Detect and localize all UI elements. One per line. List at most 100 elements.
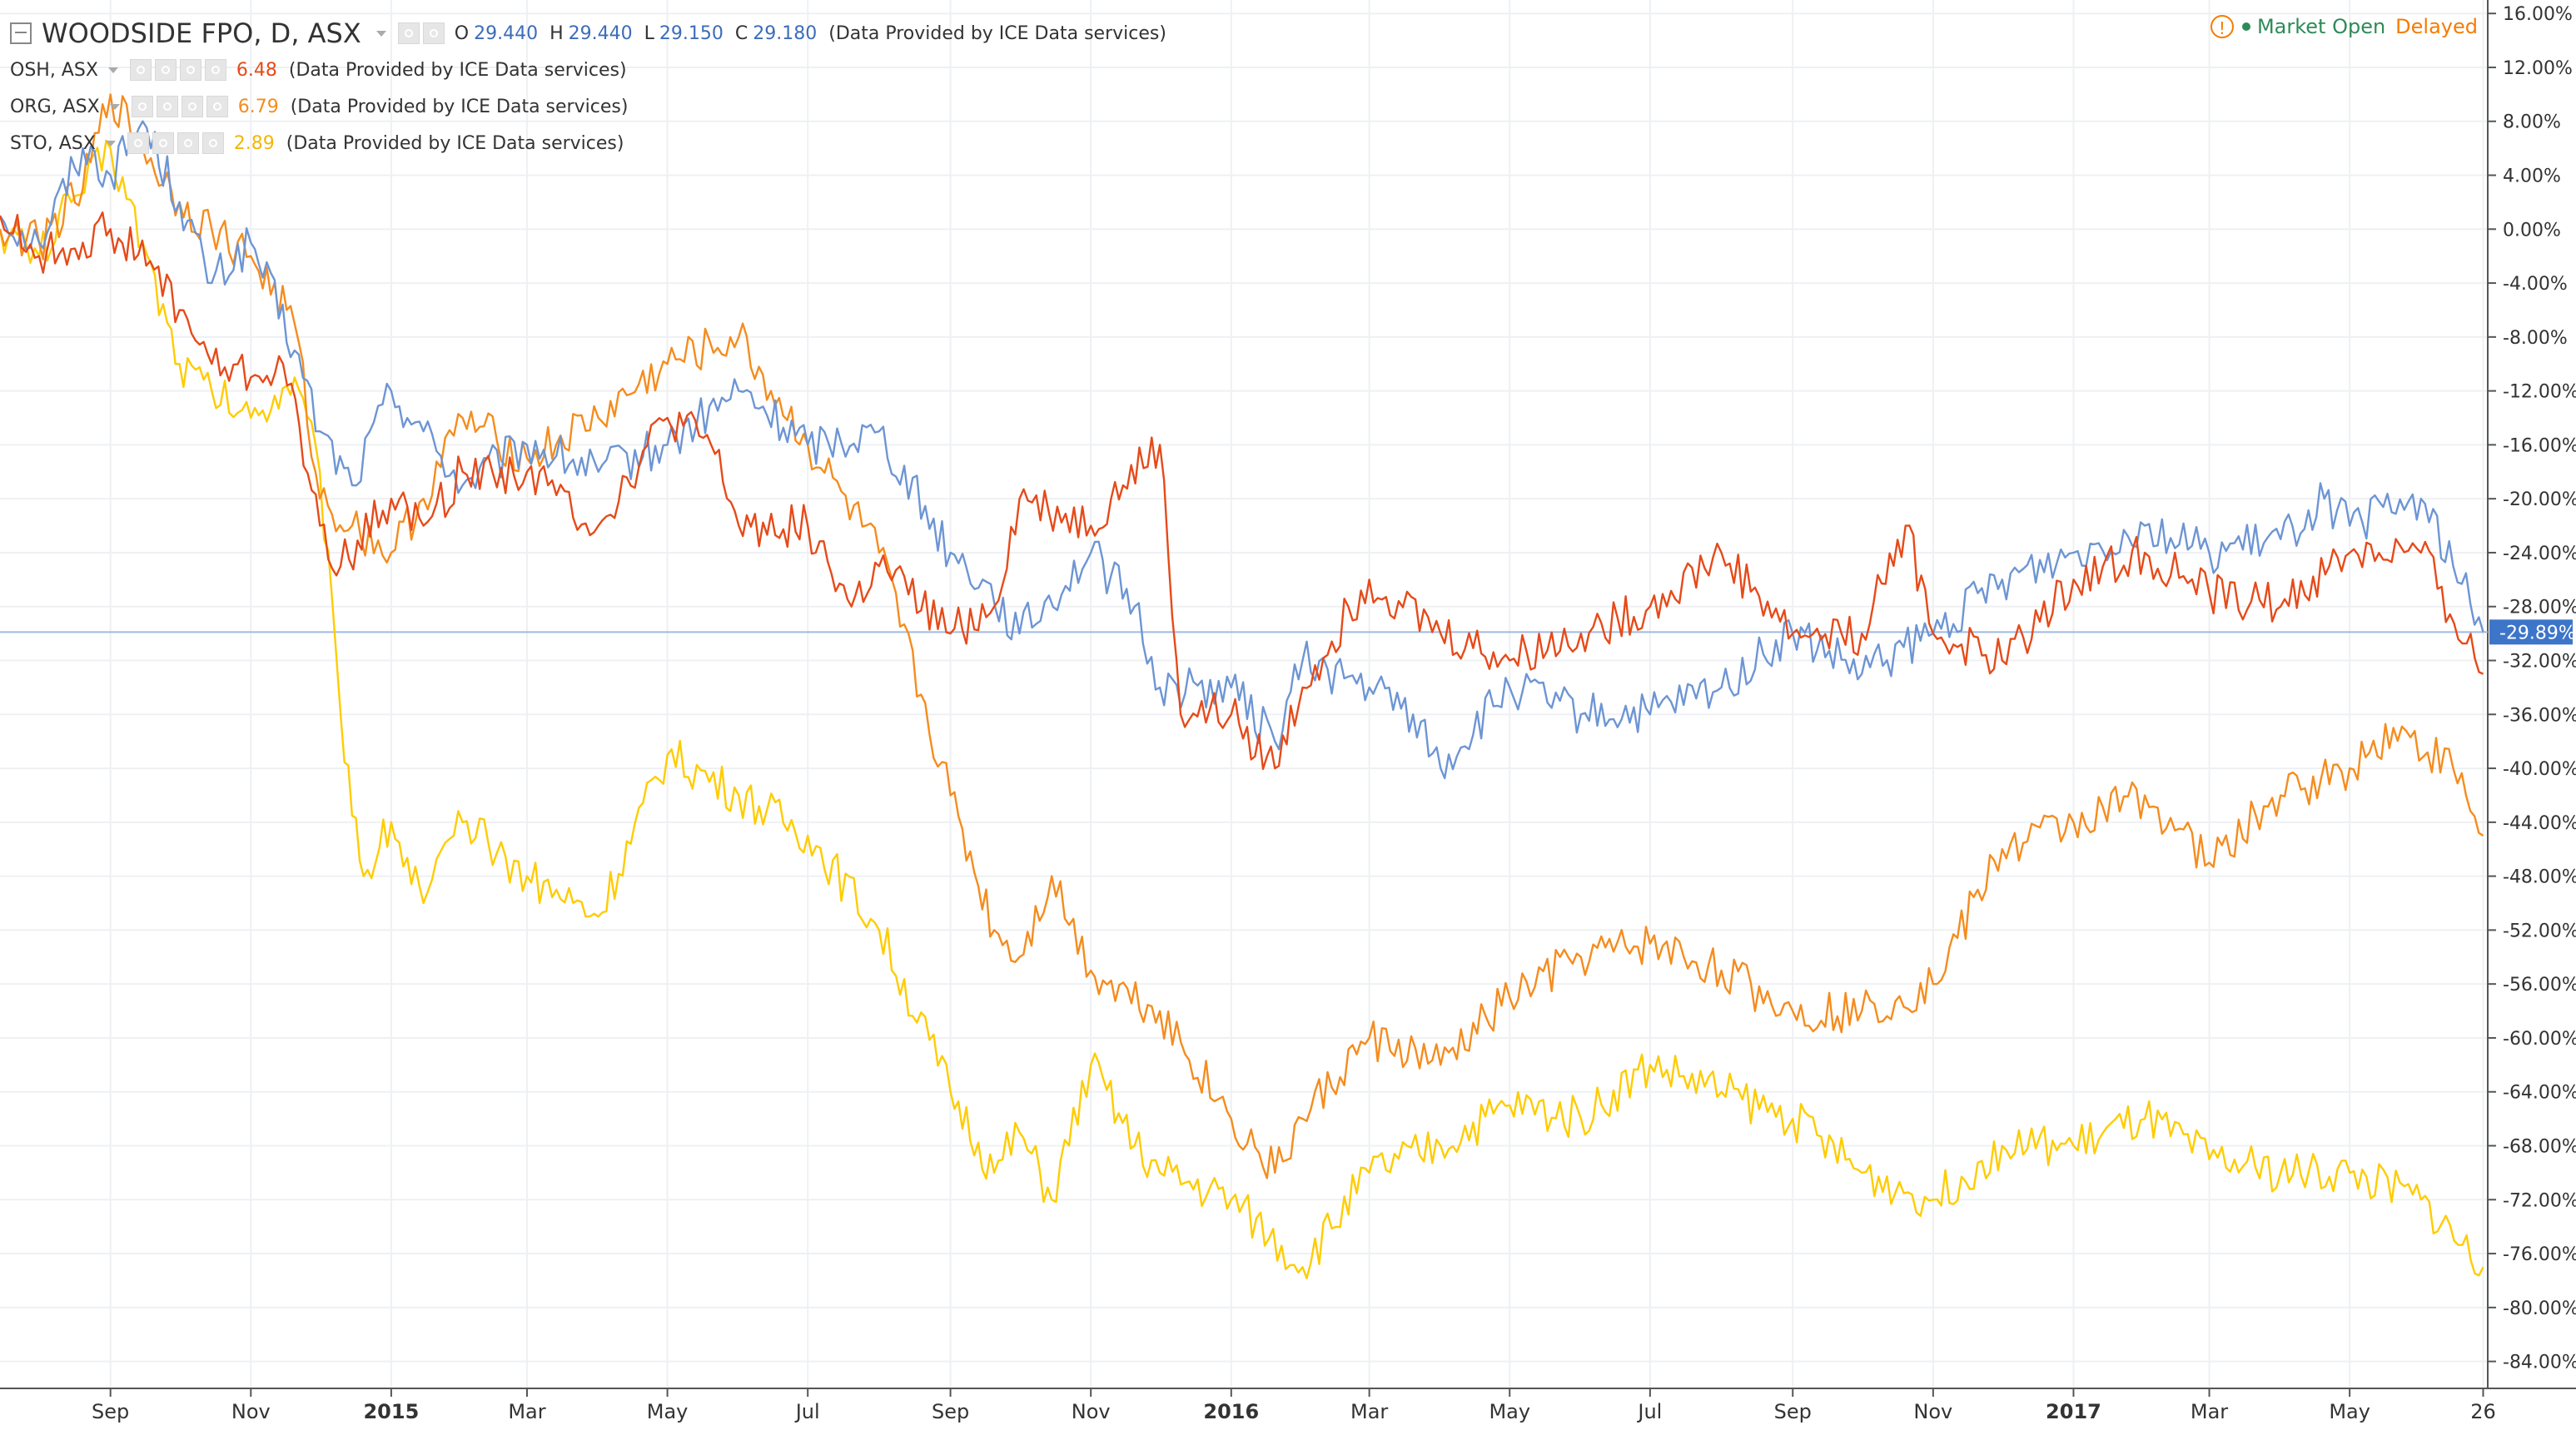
series-line-org[interactable] (0, 93, 2484, 1179)
series-tools (129, 59, 226, 81)
y-tick-label: -40.00% (2503, 759, 2576, 780)
chevron-down-icon[interactable] (105, 140, 116, 146)
y-tick-label: -12.00% (2503, 382, 2576, 403)
y-tick-label: -84.00% (2503, 1353, 2576, 1373)
x-tick-label: Nov (231, 1400, 271, 1423)
y-tick-label: -76.00% (2503, 1244, 2576, 1265)
legend-row-org: ORG, ASX 6.79 (Data Provided by ICE Data… (10, 88, 1166, 125)
price-label: -29.89% (2499, 623, 2576, 643)
y-tick-label: -44.00% (2503, 813, 2576, 834)
y-tick-label: -64.00% (2503, 1083, 2576, 1104)
y-tick-label: -36.00% (2503, 705, 2576, 726)
settings-icon[interactable] (152, 132, 174, 154)
y-tick-label: 12.00% (2503, 58, 2573, 79)
legend: WOODSIDE FPO, D, ASX O 29.440 H 29.440 L… (10, 15, 1166, 161)
series-line-osh[interactable] (0, 211, 2484, 771)
eye-icon[interactable] (127, 132, 149, 154)
x-tick-label: Sep (92, 1400, 129, 1423)
warning-icon[interactable]: ! (2210, 15, 2234, 38)
provider-note: (Data Provided by ICE Data services) (288, 59, 627, 81)
ohlc-low-label: L (644, 22, 654, 44)
series-line-woodside-fpo[interactable] (0, 120, 2484, 780)
close-icon[interactable] (206, 96, 228, 117)
y-tick-label: 16.00% (2503, 4, 2573, 25)
eye-icon[interactable] (129, 59, 152, 81)
provider-note: (Data Provided by ICE Data services) (828, 22, 1166, 44)
legend-row-osh: OSH, ASX 6.48 (Data Provided by ICE Data… (10, 52, 1166, 88)
legend-value-osh: 6.48 (236, 59, 277, 81)
close-icon[interactable] (201, 132, 224, 154)
market-status: ! Market Open Delayed (2210, 15, 2478, 38)
price-label-bg (2489, 619, 2573, 645)
y-tick-label: -20.00% (2503, 489, 2576, 510)
provider-note: (Data Provided by ICE Data services) (286, 132, 624, 154)
add-icon[interactable] (181, 96, 203, 117)
y-tick-label: 4.00% (2503, 166, 2561, 187)
chevron-down-icon[interactable] (107, 67, 118, 73)
ohlc-high-label: H (550, 22, 564, 44)
status-dot-icon (2241, 22, 2250, 31)
series-tools (131, 96, 228, 117)
x-tick-label: 26 (2470, 1400, 2496, 1423)
x-tick-label: 2016 (1203, 1400, 1259, 1423)
y-tick-label: -72.00% (2503, 1190, 2576, 1211)
y-tick-label: -48.00% (2503, 867, 2576, 888)
x-tick-label: Jul (794, 1400, 820, 1423)
y-tick-label: -28.00% (2503, 598, 2576, 618)
series-tools (127, 132, 224, 154)
x-tick-label: May (2329, 1400, 2370, 1423)
x-tick-label: 2017 (2046, 1400, 2101, 1423)
y-tick-label: 0.00% (2503, 220, 2561, 241)
provider-note: (Data Provided by ICE Data services) (290, 96, 629, 117)
add-icon[interactable] (177, 132, 199, 154)
x-tick-label: Sep (932, 1400, 969, 1423)
ohlc-high-value: 29.440 (568, 22, 633, 44)
chevron-down-icon[interactable] (109, 103, 120, 110)
y-tick-label: -60.00% (2503, 1029, 2576, 1050)
settings-icon[interactable] (156, 96, 178, 117)
ohlc-low-value: 29.150 (659, 22, 724, 44)
close-icon[interactable] (204, 59, 226, 81)
settings-icon[interactable] (154, 59, 177, 81)
x-tick-label: Sep (1774, 1400, 1812, 1423)
ohlc-open-value: 29.440 (474, 22, 539, 44)
legend-symbol-osh[interactable]: OSH, ASX (10, 59, 98, 81)
delayed-label: Delayed (2395, 15, 2478, 38)
x-tick-label: May (647, 1400, 689, 1423)
x-tick-label: Mar (508, 1400, 545, 1423)
market-open-label: Market Open (2256, 15, 2386, 38)
series-line-sto[interactable] (0, 139, 2484, 1279)
main-symbol-title[interactable]: WOODSIDE FPO, D, ASX (42, 17, 361, 49)
settings-icon[interactable] (422, 22, 445, 44)
y-tick-label: 8.00% (2503, 112, 2561, 133)
legend-row-sto: STO, ASX 2.89 (Data Provided by ICE Data… (10, 125, 1166, 161)
y-tick-label: -24.00% (2503, 544, 2576, 564)
eye-icon[interactable] (131, 96, 153, 117)
x-tick-label: Mar (1350, 1400, 1388, 1423)
main-series-tools (397, 22, 445, 44)
ohlc-open-label: O (454, 22, 470, 44)
legend-value-sto: 2.89 (233, 132, 275, 154)
legend-main-row: WOODSIDE FPO, D, ASX O 29.440 H 29.440 L… (10, 15, 1166, 52)
y-tick-label: -16.00% (2503, 435, 2576, 456)
y-tick-label: -68.00% (2503, 1137, 2576, 1158)
add-icon[interactable] (179, 59, 201, 81)
chevron-down-icon[interactable] (375, 30, 386, 37)
x-tick-label: Jul (1636, 1400, 1662, 1423)
x-tick-label: May (1489, 1400, 1530, 1423)
legend-symbol-org[interactable]: ORG, ASX (10, 96, 100, 117)
ohlc-close-label: C (734, 22, 748, 44)
x-tick-label: 2015 (363, 1400, 419, 1423)
ohlc-close-value: 29.180 (753, 22, 818, 44)
x-tick-label: Nov (1072, 1400, 1111, 1423)
y-tick-label: -8.00% (2503, 328, 2568, 349)
legend-value-org: 6.79 (237, 96, 279, 117)
legend-symbol-sto[interactable]: STO, ASX (10, 132, 96, 154)
collapse-icon[interactable] (10, 22, 32, 44)
y-tick-label: -56.00% (2503, 975, 2576, 996)
y-tick-label: -4.00% (2503, 274, 2568, 295)
x-tick-label: Nov (1913, 1400, 1952, 1423)
eye-icon[interactable] (397, 22, 420, 44)
